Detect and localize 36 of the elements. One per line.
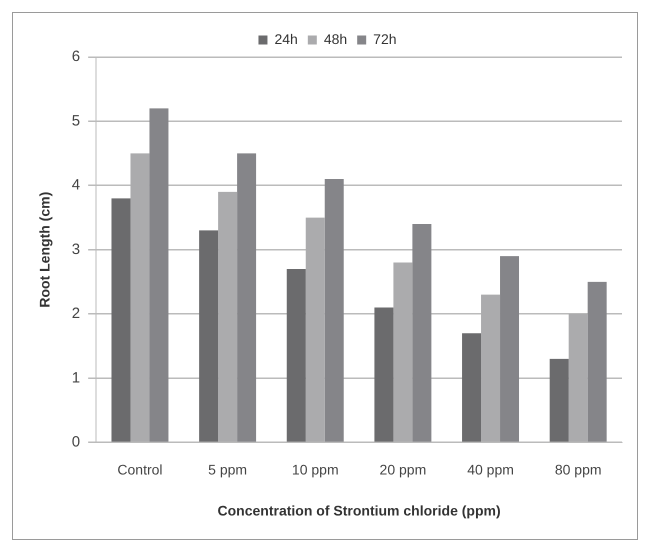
y-tick-label: 6	[72, 48, 80, 66]
bar	[218, 192, 238, 442]
bar	[237, 153, 256, 442]
bar	[111, 198, 130, 442]
bar	[481, 294, 500, 442]
y-tick-label: 5	[72, 112, 80, 130]
bar	[462, 333, 482, 442]
y-tick-label: 3	[72, 240, 80, 258]
bar	[199, 230, 218, 442]
x-tick-label: 10 ppm	[292, 462, 339, 478]
bar	[393, 262, 412, 442]
x-tick-label: Control	[117, 462, 163, 478]
x-tick-label: 40 ppm	[467, 462, 514, 478]
bar	[149, 108, 168, 442]
bar	[500, 256, 520, 442]
bar	[568, 314, 588, 442]
x-axis-title: Concentration of Strontium chloride (ppm)	[218, 502, 501, 518]
bar	[550, 358, 569, 442]
legend-label: 72h	[373, 30, 397, 47]
bar	[130, 153, 150, 442]
legend-label: 48h	[324, 30, 348, 47]
y-tick-label: 2	[72, 305, 80, 322]
bar	[412, 224, 432, 442]
x-tick-label: 20 ppm	[380, 462, 426, 478]
x-tick-label: 80 ppm	[554, 462, 602, 478]
bar	[306, 218, 325, 442]
y-axis-title: Root Length (cm)	[36, 192, 52, 308]
legend-label: 24h	[274, 30, 298, 47]
y-tick-label: 0	[72, 434, 80, 451]
y-tick-label: 1	[72, 369, 80, 386]
x-tick-label: 5 ppm	[208, 462, 248, 478]
bar	[374, 308, 394, 442]
bar	[324, 179, 344, 442]
bar	[588, 282, 607, 442]
y-tick-label: 4	[72, 176, 80, 194]
bar	[286, 268, 306, 442]
